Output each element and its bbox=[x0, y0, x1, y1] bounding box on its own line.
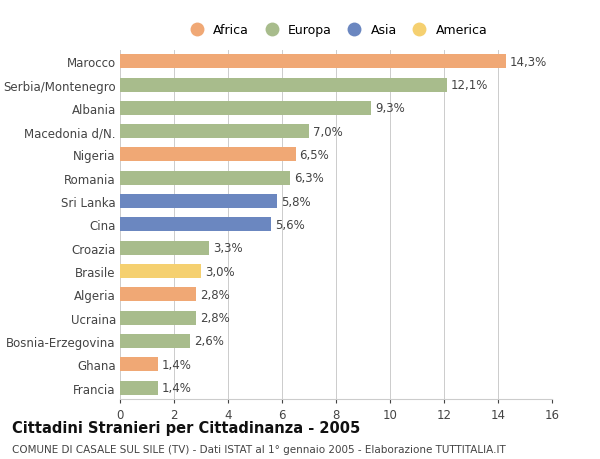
Bar bbox=[120, 381, 158, 395]
Text: 9,3%: 9,3% bbox=[375, 102, 405, 115]
Bar bbox=[120, 148, 296, 162]
Text: 1,4%: 1,4% bbox=[162, 358, 192, 371]
Text: 12,1%: 12,1% bbox=[451, 79, 488, 92]
Bar bbox=[120, 195, 277, 209]
Bar bbox=[120, 311, 196, 325]
Bar bbox=[120, 55, 506, 69]
Bar bbox=[120, 78, 446, 92]
Bar bbox=[120, 288, 196, 302]
Text: 5,6%: 5,6% bbox=[275, 218, 305, 231]
Text: 5,8%: 5,8% bbox=[281, 195, 310, 208]
Bar bbox=[120, 101, 371, 116]
Legend: Africa, Europa, Asia, America: Africa, Europa, Asia, America bbox=[185, 24, 487, 37]
Bar bbox=[120, 358, 158, 371]
Bar bbox=[120, 264, 201, 279]
Text: 3,3%: 3,3% bbox=[213, 242, 243, 255]
Text: 6,5%: 6,5% bbox=[299, 149, 329, 162]
Text: COMUNE DI CASALE SUL SILE (TV) - Dati ISTAT al 1° gennaio 2005 - Elaborazione TU: COMUNE DI CASALE SUL SILE (TV) - Dati IS… bbox=[12, 444, 506, 454]
Text: 1,4%: 1,4% bbox=[162, 381, 192, 394]
Bar bbox=[120, 125, 309, 139]
Text: 6,3%: 6,3% bbox=[294, 172, 324, 185]
Text: 7,0%: 7,0% bbox=[313, 125, 343, 138]
Text: 2,8%: 2,8% bbox=[200, 288, 229, 301]
Text: Cittadini Stranieri per Cittadinanza - 2005: Cittadini Stranieri per Cittadinanza - 2… bbox=[12, 420, 360, 435]
Text: 2,8%: 2,8% bbox=[200, 312, 229, 325]
Bar bbox=[120, 334, 190, 348]
Text: 3,0%: 3,0% bbox=[205, 265, 235, 278]
Bar bbox=[120, 241, 209, 255]
Bar bbox=[120, 218, 271, 232]
Bar bbox=[120, 171, 290, 185]
Text: 2,6%: 2,6% bbox=[194, 335, 224, 347]
Text: 14,3%: 14,3% bbox=[510, 56, 547, 68]
